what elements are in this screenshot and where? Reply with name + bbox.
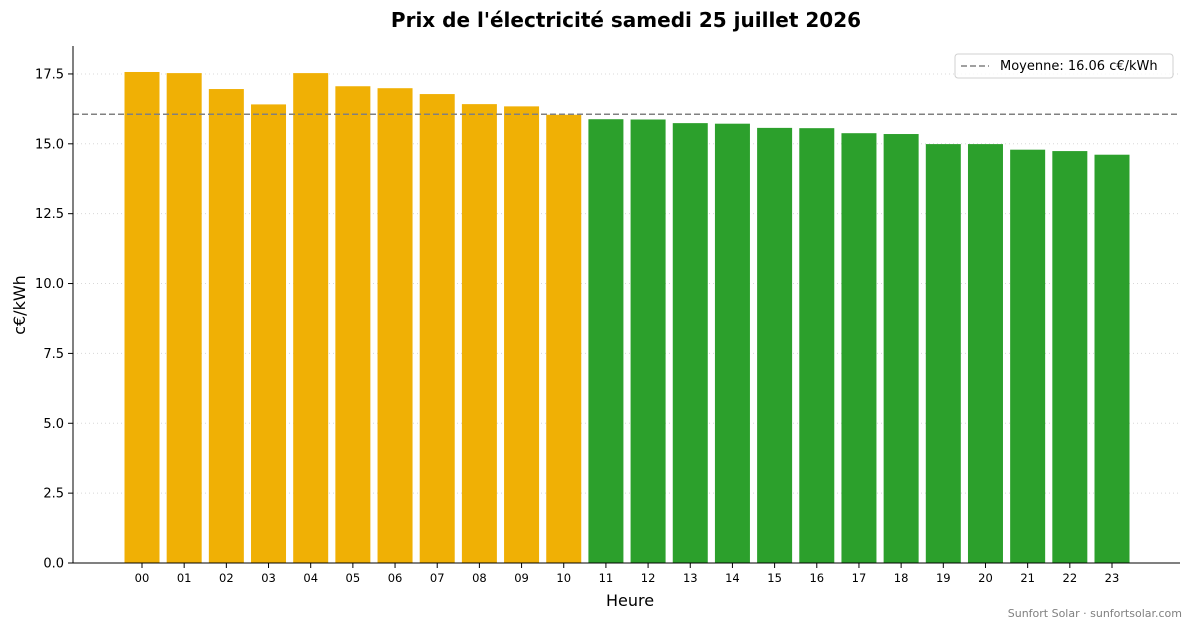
bar-hour-13	[672, 123, 708, 564]
y-tick-label: 12.5	[35, 207, 64, 222]
x-tick-label: 20	[978, 571, 993, 585]
x-tick-label: 11	[599, 571, 614, 585]
y-tick-label: 2.5	[43, 487, 64, 502]
y-tick-label: 0.0	[43, 557, 64, 572]
legend-mean-label: Moyenne: 16.06 c€/kWh	[1000, 59, 1158, 74]
bar-hour-02	[208, 89, 244, 564]
bar-hour-03	[251, 104, 287, 563]
x-tick-label: 22	[1063, 571, 1078, 585]
legend: Moyenne: 16.06 c€/kWh	[954, 53, 1174, 79]
bar-hour-08	[461, 104, 497, 564]
bar-hour-20	[967, 144, 1003, 563]
bar-hour-23	[1094, 154, 1130, 564]
bar-hour-17	[841, 133, 877, 563]
y-ticks: 0.0 2.5 5.0 7.5 10.0 12.5 15.0 17.5	[35, 67, 73, 572]
y-axis-label: c€/kWh	[10, 275, 29, 335]
y-tick-label: 7.5	[43, 347, 64, 362]
x-tick-label: 08	[472, 571, 487, 585]
x-tick-label: 18	[894, 571, 909, 585]
bar-hour-14	[714, 123, 750, 563]
x-tick-label: 03	[261, 571, 276, 585]
x-tick-label: 23	[1105, 571, 1120, 585]
x-tick-label: 15	[767, 571, 782, 585]
bar-hour-19	[925, 144, 961, 563]
x-tick-label: 19	[936, 571, 951, 585]
x-axis-label: Heure	[606, 591, 654, 610]
x-tick-label: 21	[1020, 571, 1035, 585]
x-tick-label: 12	[641, 571, 656, 585]
bar-hour-18	[883, 134, 919, 563]
y-tick-label: 10.0	[35, 277, 64, 292]
bar-hour-09	[504, 106, 540, 563]
x-ticks: 00 01 02 03 04 05 06 07 08 09 10 11 12 13 14 15 16 17 18 19…	[135, 563, 1120, 585]
bar-hour-22	[1052, 151, 1088, 563]
x-tick-label: 02	[219, 571, 234, 585]
bar-hour-11	[588, 119, 624, 563]
legend-box	[954, 53, 1174, 79]
x-tick-label: 10	[556, 571, 571, 585]
x-tick-label: 17	[852, 571, 867, 585]
x-tick-label: 04	[303, 571, 318, 585]
x-tick-label: 06	[388, 571, 403, 585]
bar-hour-07	[419, 94, 455, 564]
x-tick-label: 14	[725, 571, 740, 585]
x-tick-label: 09	[514, 571, 529, 585]
y-tick-label: 15.0	[35, 137, 64, 152]
x-tick-label: 01	[177, 571, 192, 585]
bar-hour-06	[377, 88, 413, 564]
x-tick-label: 05	[346, 571, 361, 585]
bar-hour-05	[335, 86, 371, 564]
bar-hour-04	[293, 73, 329, 563]
x-tick-label: 16	[809, 571, 824, 585]
x-tick-label: 07	[430, 571, 445, 585]
chart-title: Prix de l'électricité samedi 25 juillet …	[391, 8, 861, 32]
x-tick-label: 13	[683, 571, 698, 585]
axes	[72, 46, 1180, 564]
bar-hour-01	[166, 73, 202, 563]
bar-hour-21	[1010, 149, 1046, 564]
y-tick-label: 5.0	[43, 417, 64, 432]
bar-hour-12	[630, 119, 666, 564]
y-tick-label: 17.5	[35, 67, 64, 82]
bar-hour-16	[799, 128, 835, 564]
bar-hour-10	[546, 114, 582, 564]
bar-hour-15	[757, 127, 793, 563]
x-tick-label: 00	[135, 571, 150, 585]
bar-hour-00	[124, 71, 160, 563]
bars	[124, 71, 1130, 564]
credit-text: Sunfort Solar · sunfortsolar.com	[1008, 607, 1182, 620]
